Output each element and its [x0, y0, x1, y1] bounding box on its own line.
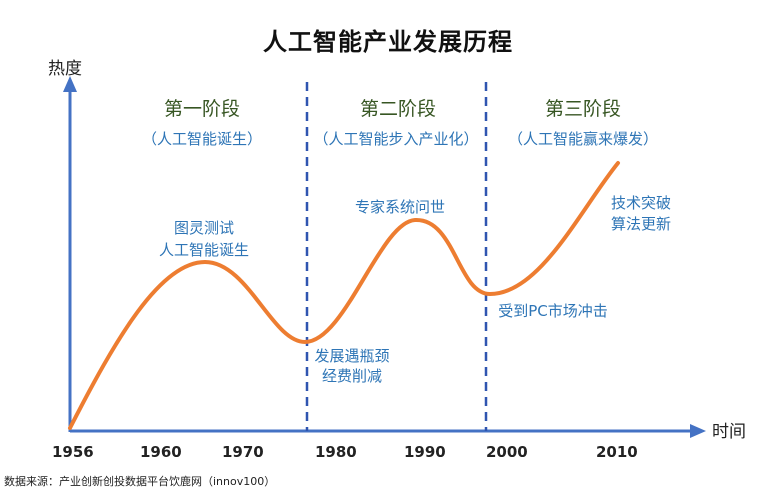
x-tick-label: 1956 [52, 443, 94, 461]
event-label: 算法更新 [611, 215, 671, 233]
stage-2-title: 第二阶段 [360, 98, 436, 120]
diagram-title: 人工智能产业发展历程 [263, 28, 513, 56]
x-tick-label: 1960 [140, 443, 182, 461]
stage-1-title: 第一阶段 [164, 98, 240, 120]
event-label: 受到PC市场冲击 [498, 302, 608, 320]
stage-1-subtitle: （人工智能诞生） [142, 130, 262, 148]
x-tick-label: 2010 [596, 443, 638, 461]
event-label: 图灵测试 [174, 219, 234, 237]
event-label: 人工智能诞生 [159, 241, 249, 259]
x-tick-labels: 1956 1960 1970 1980 1990 2000 2010 [52, 443, 638, 461]
x-axis-label: 时间 [712, 422, 746, 442]
y-axis-arrow-icon [63, 76, 77, 92]
x-tick-label: 1970 [222, 443, 264, 461]
event-label: 专家系统问世 [355, 198, 445, 216]
source-note: 数据来源：产业创新创投数据平台饮鹿网（innov100） [4, 475, 276, 488]
event-annotations: 图灵测试 人工智能诞生 发展遇瓶颈 经费削减 专家系统问世 受到PC市场冲击 技… [159, 194, 671, 385]
y-axis-label: 热度 [48, 59, 82, 79]
x-tick-label: 1990 [404, 443, 446, 461]
heat-trend-curve [68, 161, 620, 430]
x-tick-label: 2000 [486, 443, 528, 461]
stage-2-subtitle: （人工智能步入产业化） [313, 130, 478, 148]
x-tick-label: 1980 [315, 443, 357, 461]
stage-3-title: 第三阶段 [545, 98, 621, 120]
event-label: 技术突破 [611, 194, 671, 212]
event-label: 发展遇瓶颈 [314, 347, 389, 365]
stage-3-subtitle: （人工智能赢来爆发） [508, 130, 658, 148]
x-axis-arrow-icon [690, 424, 706, 438]
event-label: 经费削减 [322, 367, 382, 385]
